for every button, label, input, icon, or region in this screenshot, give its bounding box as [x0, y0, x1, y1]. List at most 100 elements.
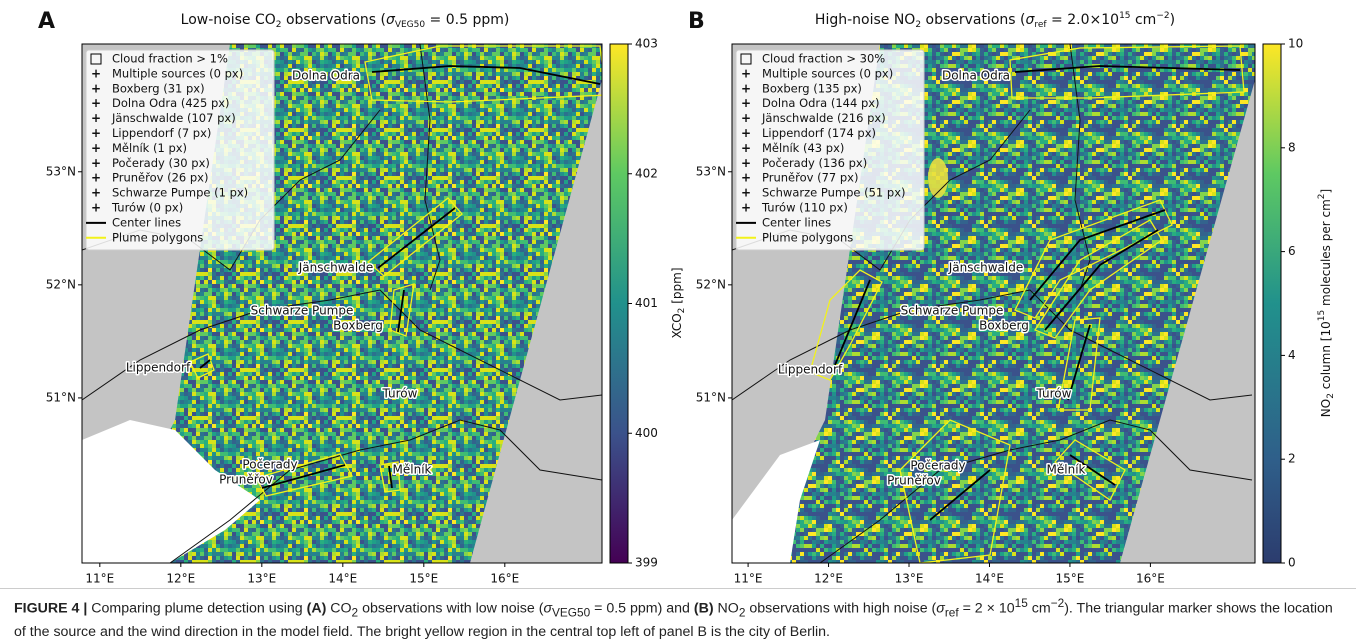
- center-line: [834, 279, 871, 366]
- center-line: [929, 469, 991, 521]
- x-tick-label: 11°E: [734, 572, 763, 586]
- plume-polygon: [809, 269, 883, 381]
- caption-text: ref: [944, 605, 959, 620]
- source-label: Lippendorf: [126, 361, 191, 375]
- legend-swatch: +: [91, 66, 101, 80]
- plume-polygon: [1009, 45, 1245, 99]
- legend-label: Jänschwalde (107 px): [111, 111, 236, 125]
- center-line: [371, 65, 601, 85]
- caption-lead: FIGURE 4 |: [14, 600, 92, 617]
- caption-text: observations with low noise (: [358, 600, 544, 617]
- center-line: [261, 464, 346, 489]
- plume-polygon: [189, 353, 215, 379]
- cloud-mask: [82, 420, 260, 563]
- border: [1069, 44, 1091, 291]
- legend-swatch: +: [741, 201, 751, 215]
- legend-swatch: +: [741, 171, 751, 185]
- legend-label: Center lines: [762, 215, 831, 229]
- legend-swatch: +: [91, 126, 101, 140]
- legend-label: Center lines: [112, 215, 181, 229]
- legend-swatch: +: [91, 171, 101, 185]
- source-label: Dolna Odra: [292, 69, 360, 83]
- border: [169, 419, 602, 563]
- colorbar-tick-label: 10: [1288, 37, 1303, 51]
- colorbar-label: NO2 column [1015 molecules per cm2]: [1317, 189, 1336, 417]
- legend-swatch: +: [741, 96, 751, 110]
- colorbar-tick-label: 400: [635, 426, 658, 440]
- source-label: Mělník: [1047, 463, 1086, 477]
- legend: Cloud fraction > 30% + Multiple sources (0…: [735, 49, 925, 251]
- colorbar-tick-label: 403: [635, 37, 658, 51]
- legend-swatch: +: [741, 126, 751, 140]
- source-label: Boxberg: [979, 319, 1029, 333]
- caption-text: (B): [693, 600, 714, 617]
- y-tick-label: 51°N: [46, 390, 76, 404]
- x-tick-label: 12°E: [166, 572, 195, 586]
- legend-swatch: +: [91, 186, 101, 200]
- legend-swatch: +: [91, 141, 101, 155]
- plume-polygon: [255, 453, 353, 497]
- caption-text: VEG50: [552, 605, 591, 620]
- source-label: Jänschwalde: [298, 261, 373, 275]
- colorbar-tick-label: 4: [1288, 348, 1296, 362]
- legend-label: Dolna Odra (425 px): [112, 96, 230, 110]
- center-line: [1069, 454, 1116, 486]
- map-frame: [731, 43, 1256, 564]
- source-label: Mělník: [393, 463, 432, 477]
- legend-label: Multiple sources (0 px): [112, 66, 243, 80]
- plume-polygon: [1034, 219, 1163, 339]
- plume-polygon: [1014, 199, 1173, 319]
- source-label: Počerady: [242, 458, 297, 472]
- legend-label: Jänschwalde (216 px): [761, 111, 886, 125]
- legend-label: Schwarze Pumpe (1 px): [112, 186, 248, 200]
- legend-label: Multiple sources (0 px): [762, 66, 893, 80]
- legend-label: Boxberg (135 px): [762, 81, 862, 95]
- source-label: Pruněřov: [887, 474, 941, 488]
- x-tick-label: 12°E: [814, 572, 843, 586]
- y-tick-label: 51°N: [696, 390, 726, 404]
- caption-text: observations with high noise (: [745, 600, 937, 617]
- border: [819, 419, 1253, 563]
- caption-text: σ: [543, 600, 553, 617]
- figure: A Low-noise CO2 observations (σVEG50 = 0…: [38, 9, 1336, 586]
- legend-swatch: [740, 53, 752, 65]
- legend-label: Počerady (136 px): [762, 156, 867, 170]
- center-line: [1014, 65, 1241, 73]
- x-tick-label: 13°E: [247, 572, 276, 586]
- legend-label: Mělník (1 px): [112, 141, 187, 155]
- source-label: Turów: [1036, 387, 1072, 401]
- legend-swatch: +: [741, 186, 751, 200]
- colorbar-tick-label: 399: [635, 556, 658, 570]
- legend-swatch: +: [741, 111, 751, 125]
- colorbar-label: XCO2 [ppm]: [670, 267, 687, 338]
- caption-text: −2: [1050, 596, 1065, 610]
- legend-label: Cloud fraction > 30%: [762, 52, 885, 66]
- colorbar-tick-label: 402: [635, 166, 658, 180]
- colorbar: [609, 43, 629, 564]
- center-line: [1067, 324, 1091, 401]
- caption-text: Comparing plume detection using: [91, 600, 307, 617]
- colorbar-tick-label: 401: [635, 296, 658, 310]
- cloud-mask: [732, 440, 820, 563]
- panel-letter: A: [38, 9, 55, 34]
- center-line: [1029, 209, 1166, 301]
- source-label: Počerady: [910, 459, 965, 473]
- legend-label: Plume polygons: [762, 230, 853, 244]
- caption-text: NO: [713, 600, 739, 617]
- x-tick-label: 15°E: [1056, 572, 1085, 586]
- x-tick-label: 16°E: [1136, 572, 1165, 586]
- legend-label: Plume polygons: [112, 230, 203, 244]
- legend-label: Mělník (43 px): [762, 141, 844, 155]
- legend-label: Pruněřov (26 px): [112, 171, 208, 185]
- legend-label: Lippendorf (174 px): [762, 126, 876, 140]
- legend-label: Boxberg (31 px): [112, 81, 205, 95]
- source-label: Pruněřov: [219, 473, 273, 487]
- panel-title: High-noise NO2 observations (σref = 2.0×…: [815, 11, 1175, 30]
- x-tick-label: 13°E: [895, 572, 924, 586]
- source-label: Jänschwalde: [948, 261, 1023, 275]
- plume-polygon: [379, 461, 401, 493]
- legend-swatch: +: [91, 156, 101, 170]
- center-line: [377, 207, 456, 269]
- x-tick-label: 14°E: [328, 572, 357, 586]
